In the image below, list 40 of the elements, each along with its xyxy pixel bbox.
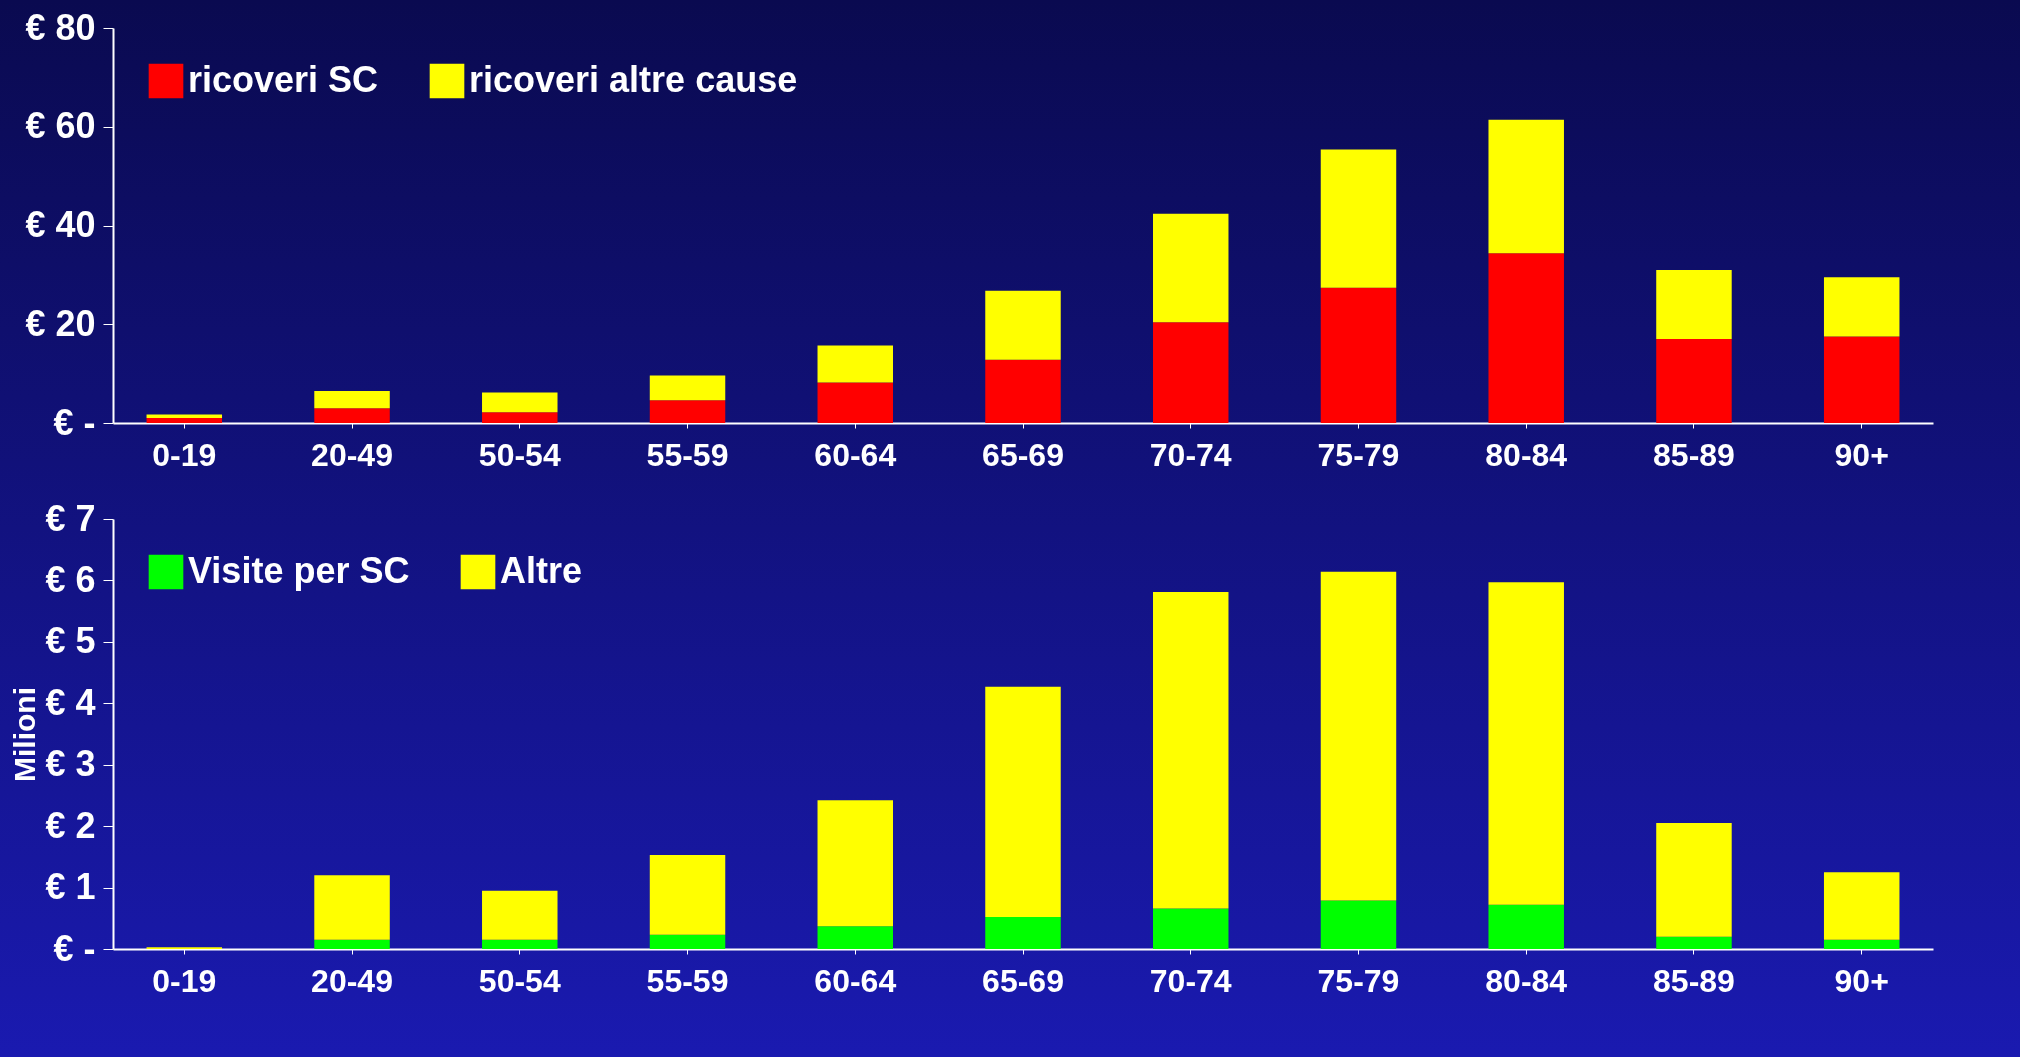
x-tick-label: 80-84	[1485, 436, 1568, 473]
y-tick-label: € 20	[25, 302, 96, 344]
y-tick-label: € 4	[45, 681, 96, 723]
y-axis-title: Milioni	[8, 687, 42, 782]
y-tick-label: € -	[53, 401, 96, 443]
x-tick-label: 90+	[1834, 436, 1889, 473]
x-tick-label: 50-54	[478, 436, 561, 473]
y-tick-label: € 1	[45, 866, 96, 908]
x-tick-label: 20-49	[311, 962, 393, 999]
x-tick-label: 75-79	[1317, 436, 1400, 473]
x-tick-label: 85-89	[1653, 962, 1735, 999]
x-tick-label: 60-64	[814, 436, 897, 473]
legend-label: Altre	[500, 550, 583, 591]
x-tick-label: 20-49	[311, 436, 393, 473]
x-tick-label: 90+	[1834, 962, 1889, 999]
x-tick-label: 80-84	[1485, 962, 1568, 999]
y-tick-label: € 40	[25, 204, 96, 245]
y-tick-label: € 7	[45, 497, 96, 539]
y-tick-label: € 5	[45, 620, 96, 662]
y-tick-label: € -	[53, 927, 96, 969]
y-tick-label: € 2	[45, 804, 96, 846]
legend-label: ricoveri SC	[188, 59, 379, 100]
x-tick-label: 65-69	[982, 962, 1064, 999]
y-tick-label: € 60	[25, 105, 96, 147]
legend-label: Visite per SC	[188, 550, 410, 591]
y-tick-label: € 3	[45, 743, 96, 785]
x-tick-label: 50-54	[478, 962, 561, 999]
x-tick-label: 65-69	[982, 436, 1064, 473]
x-tick-label: 0-19	[152, 436, 217, 473]
y-tick-label: € 80	[25, 6, 96, 48]
x-tick-label: 85-89	[1653, 436, 1735, 473]
x-tick-label: 60-64	[814, 962, 897, 999]
x-tick-label: 0-19	[152, 962, 217, 999]
x-tick-label: 70-74	[1149, 436, 1232, 473]
x-tick-label: 55-59	[646, 436, 729, 473]
x-tick-label: 70-74	[1149, 962, 1232, 999]
y-tick-label: € 6	[45, 558, 96, 600]
x-tick-label: 75-79	[1317, 962, 1400, 999]
legend-label: ricoveri altre cause	[469, 59, 798, 100]
x-tick-label: 55-59	[646, 962, 729, 999]
